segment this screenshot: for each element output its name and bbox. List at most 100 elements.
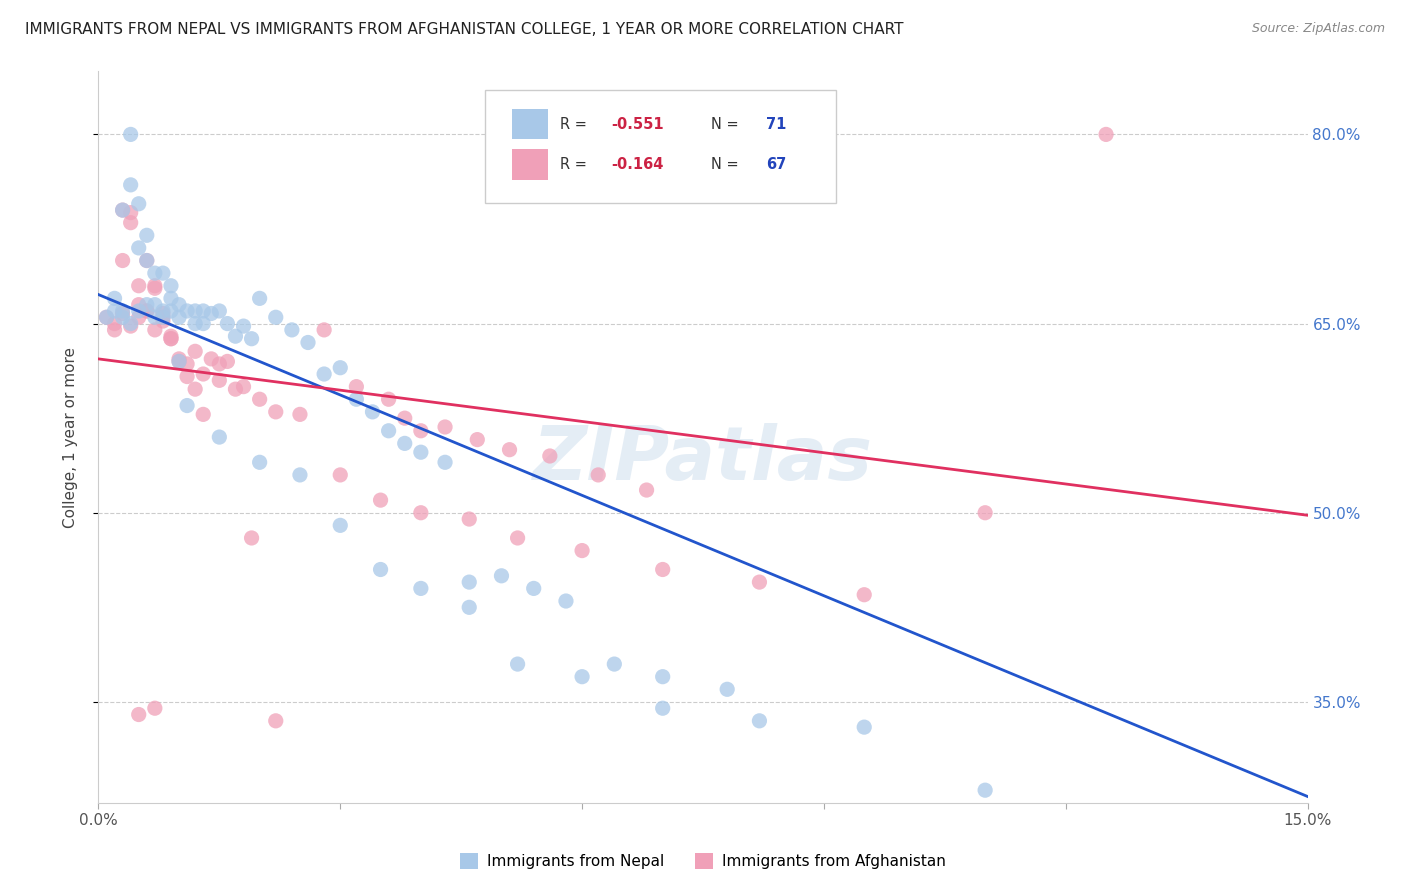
Point xyxy=(128,304,150,318)
Point xyxy=(184,304,207,318)
Point xyxy=(377,424,399,438)
Point xyxy=(370,493,392,508)
Point xyxy=(409,445,432,459)
Point xyxy=(394,436,416,450)
Point xyxy=(160,332,183,346)
Point xyxy=(249,392,271,407)
Point xyxy=(458,600,481,615)
Text: 67: 67 xyxy=(766,157,786,172)
Point xyxy=(200,351,222,366)
Point xyxy=(135,253,157,268)
Point xyxy=(288,467,311,482)
Point xyxy=(458,575,481,590)
Point xyxy=(135,228,157,243)
Bar xyxy=(512,109,548,139)
Point xyxy=(103,291,125,305)
Point xyxy=(361,405,384,419)
Point xyxy=(160,291,183,305)
Text: R =: R = xyxy=(561,117,592,131)
Point xyxy=(240,332,263,346)
Text: ZIPatlas: ZIPatlas xyxy=(533,423,873,496)
Point xyxy=(217,317,239,331)
Point xyxy=(128,707,150,722)
Point xyxy=(167,310,190,325)
Point xyxy=(394,411,416,425)
Point xyxy=(297,335,319,350)
Point xyxy=(281,323,304,337)
Point xyxy=(96,310,118,325)
Point xyxy=(111,253,134,268)
FancyBboxPatch shape xyxy=(485,90,837,203)
Point xyxy=(160,329,183,343)
Point xyxy=(120,205,142,219)
Point xyxy=(240,531,263,545)
Point xyxy=(491,569,513,583)
Point xyxy=(184,344,207,359)
Point xyxy=(111,310,134,325)
Point xyxy=(152,310,174,325)
Point xyxy=(111,304,134,318)
Point xyxy=(498,442,520,457)
Point xyxy=(96,310,118,325)
Point xyxy=(603,657,626,671)
Point xyxy=(217,354,239,368)
Point xyxy=(176,304,198,318)
Point xyxy=(184,317,207,331)
Point xyxy=(143,266,166,280)
Point xyxy=(208,304,231,318)
Text: -0.164: -0.164 xyxy=(612,157,664,172)
Point xyxy=(465,433,488,447)
Point xyxy=(853,720,876,734)
Text: Source: ZipAtlas.com: Source: ZipAtlas.com xyxy=(1251,22,1385,36)
Point xyxy=(120,178,142,192)
Point xyxy=(135,298,157,312)
Point xyxy=(370,562,392,576)
Point xyxy=(716,682,738,697)
Bar xyxy=(512,149,548,179)
Point xyxy=(555,594,578,608)
Point xyxy=(167,298,190,312)
Text: N =: N = xyxy=(711,117,744,131)
Text: -0.551: -0.551 xyxy=(612,117,664,131)
Point xyxy=(224,329,246,343)
Point xyxy=(143,281,166,295)
Point xyxy=(651,670,673,684)
Point xyxy=(193,367,215,381)
Point xyxy=(176,357,198,371)
Point xyxy=(135,253,157,268)
Point xyxy=(523,582,546,596)
Point xyxy=(974,783,997,797)
Point xyxy=(103,317,125,331)
Point xyxy=(409,582,432,596)
Point xyxy=(128,298,150,312)
Point xyxy=(651,701,673,715)
Point xyxy=(329,360,352,375)
Text: IMMIGRANTS FROM NEPAL VS IMMIGRANTS FROM AFGHANISTAN COLLEGE, 1 YEAR OR MORE COR: IMMIGRANTS FROM NEPAL VS IMMIGRANTS FROM… xyxy=(25,22,904,37)
Point xyxy=(409,424,432,438)
Point xyxy=(314,323,336,337)
Point xyxy=(120,128,142,142)
Point xyxy=(586,467,609,482)
Point xyxy=(208,373,231,387)
Point xyxy=(152,314,174,328)
Point xyxy=(636,483,658,497)
Point xyxy=(538,449,561,463)
Point xyxy=(152,306,174,320)
Text: 71: 71 xyxy=(766,117,786,131)
Point xyxy=(200,306,222,320)
Point xyxy=(264,405,287,419)
Point xyxy=(120,317,142,331)
Point xyxy=(409,506,432,520)
Point xyxy=(143,323,166,337)
Point xyxy=(152,266,174,280)
Point xyxy=(128,196,150,211)
Point xyxy=(329,518,352,533)
Point xyxy=(344,392,367,407)
Point xyxy=(103,323,125,337)
Point xyxy=(748,575,770,590)
Point xyxy=(128,278,150,293)
Point xyxy=(152,310,174,325)
Point xyxy=(249,455,271,469)
Point xyxy=(208,430,231,444)
Point xyxy=(111,203,134,218)
